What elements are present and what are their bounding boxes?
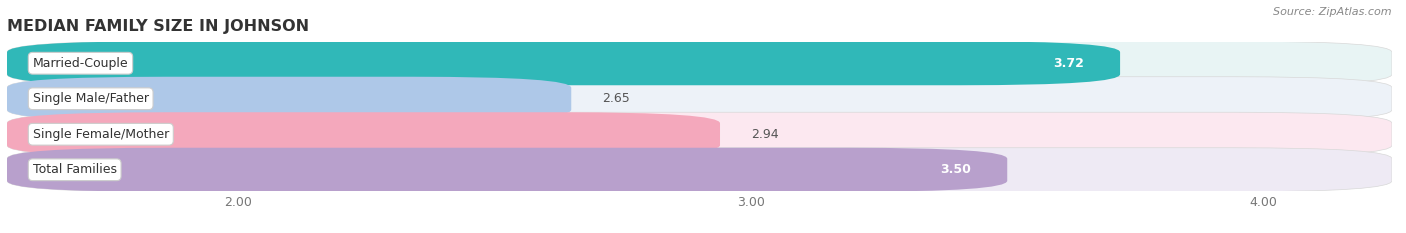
Text: 2.94: 2.94 [751, 128, 779, 141]
Text: Single Male/Father: Single Male/Father [32, 92, 149, 105]
FancyBboxPatch shape [7, 112, 1392, 156]
Circle shape [0, 55, 148, 72]
Circle shape [0, 161, 148, 178]
FancyBboxPatch shape [7, 148, 1007, 192]
Circle shape [0, 90, 148, 107]
Text: MEDIAN FAMILY SIZE IN JOHNSON: MEDIAN FAMILY SIZE IN JOHNSON [7, 19, 309, 34]
Text: 3.72: 3.72 [1053, 57, 1084, 70]
Text: Total Families: Total Families [32, 163, 117, 176]
Text: Single Female/Mother: Single Female/Mother [32, 128, 169, 141]
FancyBboxPatch shape [7, 41, 1121, 85]
FancyBboxPatch shape [7, 148, 1392, 192]
FancyBboxPatch shape [7, 41, 1392, 85]
Text: 2.65: 2.65 [602, 92, 630, 105]
Text: Source: ZipAtlas.com: Source: ZipAtlas.com [1274, 7, 1392, 17]
FancyBboxPatch shape [7, 112, 720, 156]
Text: 3.50: 3.50 [941, 163, 972, 176]
Circle shape [0, 126, 148, 143]
Text: Married-Couple: Married-Couple [32, 57, 128, 70]
FancyBboxPatch shape [7, 77, 1392, 121]
FancyBboxPatch shape [7, 77, 571, 121]
